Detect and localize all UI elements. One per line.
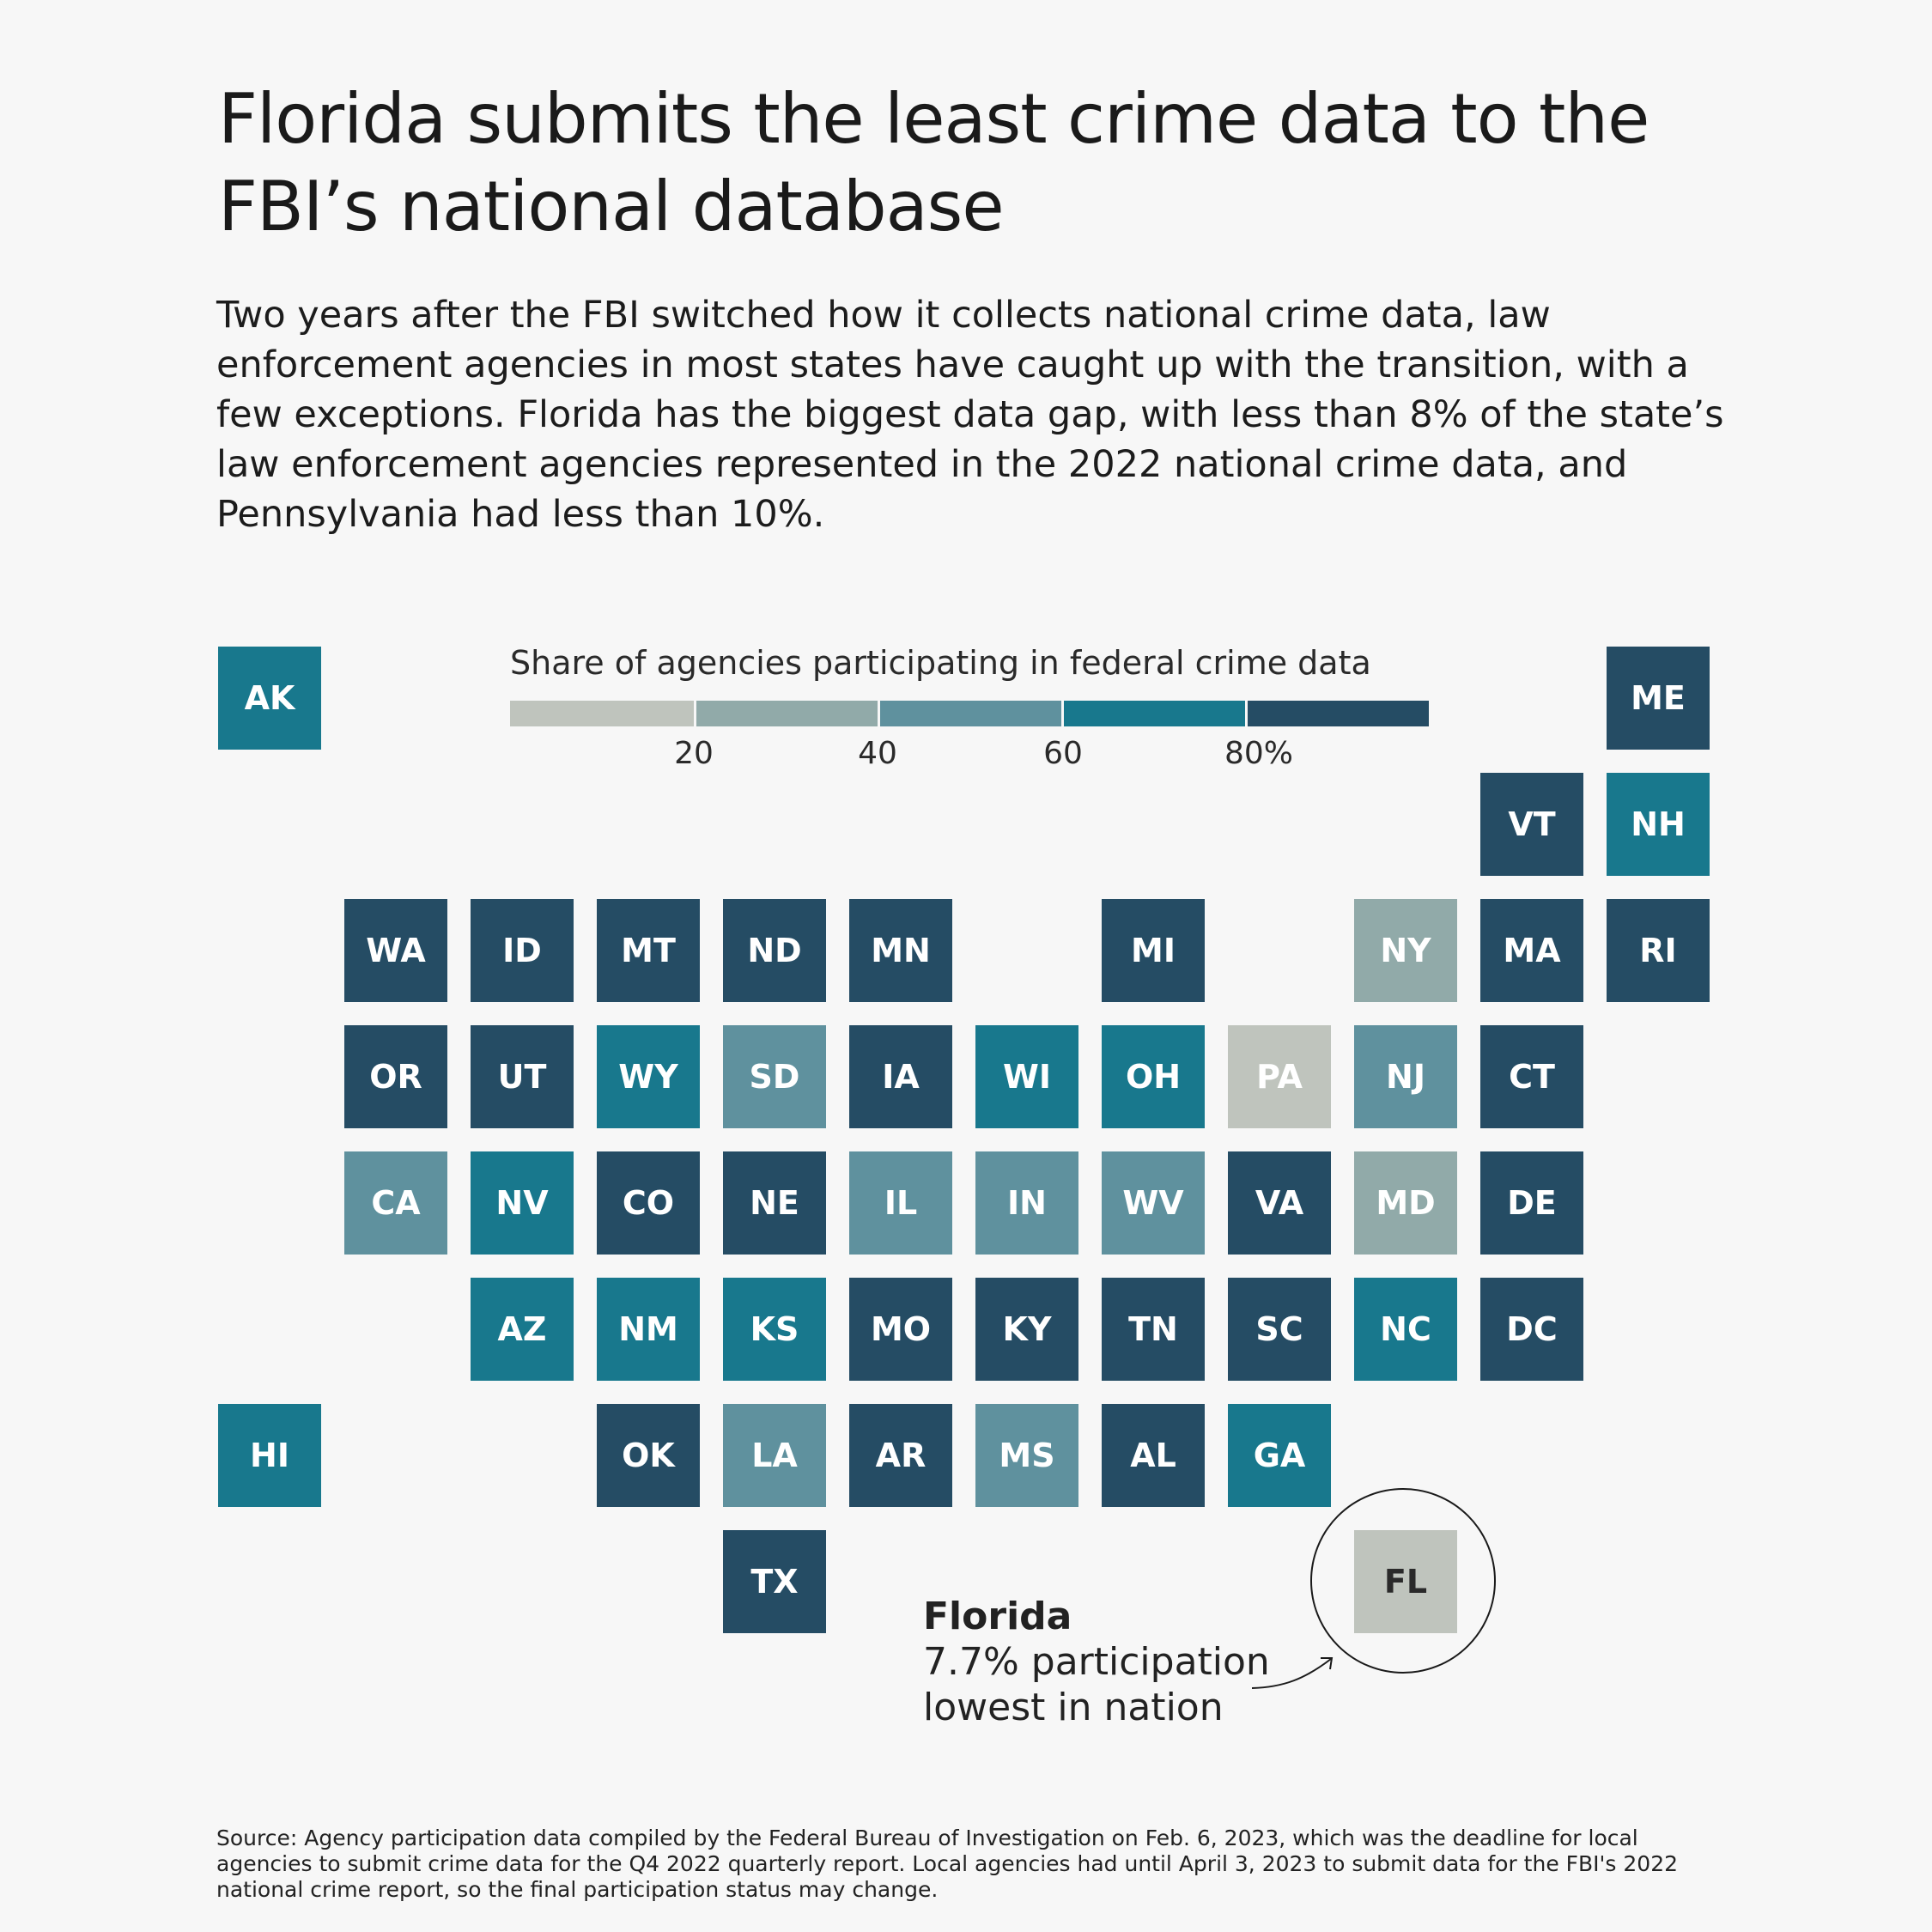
state-tile-co[interactable]: CO [597,1151,700,1255]
state-tile-nh[interactable]: NH [1607,773,1710,876]
state-tile-tn[interactable]: TN [1102,1278,1205,1381]
state-tile-nd[interactable]: ND [723,899,826,1002]
annotation-note: lowest in nation [923,1686,1224,1729]
state-tile-pa[interactable]: PA [1228,1025,1331,1128]
state-tile-wa[interactable]: WA [344,899,447,1002]
state-tile-ri[interactable]: RI [1607,899,1710,1002]
state-tile-ca[interactable]: CA [344,1151,447,1255]
state-tile-mo[interactable]: MO [849,1278,952,1381]
state-tile-nv[interactable]: NV [471,1151,574,1255]
legend-swatch-80-100 [1248,701,1429,726]
state-tile-la[interactable]: LA [723,1404,826,1507]
state-tile-mn[interactable]: MN [849,899,952,1002]
state-tile-ny[interactable]: NY [1354,899,1457,1002]
legend-swatch-0-20 [510,701,694,726]
legend-tick-20: 20 [674,736,714,771]
state-tile-ks[interactable]: KS [723,1278,826,1381]
state-tile-dc[interactable]: DC [1480,1278,1583,1381]
state-tile-nm[interactable]: NM [597,1278,700,1381]
state-tile-ky[interactable]: KY [975,1278,1078,1381]
state-tile-ak[interactable]: AK [218,647,321,750]
state-tile-ms[interactable]: MS [975,1404,1078,1507]
state-tile-ma[interactable]: MA [1480,899,1583,1002]
state-tile-md[interactable]: MD [1354,1151,1457,1255]
state-tile-ar[interactable]: AR [849,1404,952,1507]
state-tile-ut[interactable]: UT [471,1025,574,1128]
state-tile-tx[interactable]: TX [723,1530,826,1633]
state-tile-va[interactable]: VA [1228,1151,1331,1255]
annotation-state-name: Florida [923,1595,1072,1638]
legend-swatch-60-80 [1064,701,1245,726]
state-tile-al[interactable]: AL [1102,1404,1205,1507]
state-tile-az[interactable]: AZ [471,1278,574,1381]
legend-swatch-20-40 [696,701,878,726]
state-tile-de[interactable]: DE [1480,1151,1583,1255]
state-tile-ok[interactable]: OK [597,1404,700,1507]
state-tile-in[interactable]: IN [975,1151,1078,1255]
florida-highlight-circle [1310,1488,1496,1674]
state-tile-nj[interactable]: NJ [1354,1025,1457,1128]
state-tile-oh[interactable]: OH [1102,1025,1205,1128]
legend-title: Share of agencies participating in feder… [510,644,1371,682]
legend-swatch-40-60 [880,701,1061,726]
legend-tick-40: 40 [858,736,897,771]
state-tile-mt[interactable]: MT [597,899,700,1002]
state-tile-ne[interactable]: NE [723,1151,826,1255]
state-tile-wi[interactable]: WI [975,1025,1078,1128]
chart-title: Florida submits the least crime data to … [218,79,1649,246]
state-tile-ia[interactable]: IA [849,1025,952,1128]
legend-tick-80: 80% [1224,736,1294,771]
state-tile-wy[interactable]: WY [597,1025,700,1128]
chart-subtitle: Two years after the FBI switched how it … [216,294,1724,536]
annotation-arrow-icon [1251,1657,1334,1689]
legend-tick-60: 60 [1043,736,1083,771]
state-tile-me[interactable]: ME [1607,647,1710,750]
state-tile-sd[interactable]: SD [723,1025,826,1128]
state-tile-ga[interactable]: GA [1228,1404,1331,1507]
annotation-value: 7.7% participation [923,1640,1270,1684]
state-tile-or[interactable]: OR [344,1025,447,1128]
state-tile-wv[interactable]: WV [1102,1151,1205,1255]
state-tile-il[interactable]: IL [849,1151,952,1255]
state-tile-id[interactable]: ID [471,899,574,1002]
state-tile-sc[interactable]: SC [1228,1278,1331,1381]
state-tile-hi[interactable]: HI [218,1404,321,1507]
state-tile-ct[interactable]: CT [1480,1025,1583,1128]
state-tile-mi[interactable]: MI [1102,899,1205,1002]
source-note: Source: Agency participation data compil… [216,1826,1679,1902]
state-tile-vt[interactable]: VT [1480,773,1583,876]
state-tile-nc[interactable]: NC [1354,1278,1457,1381]
